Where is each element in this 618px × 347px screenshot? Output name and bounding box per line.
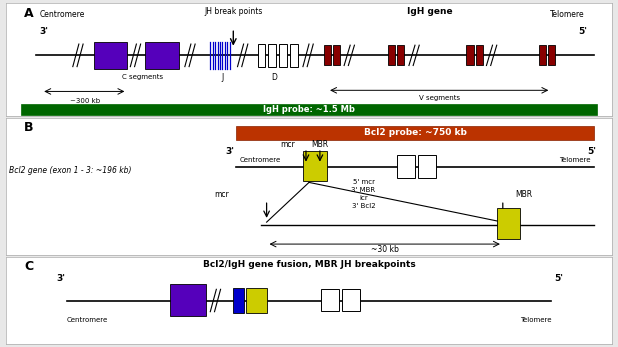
Text: D: D	[271, 73, 277, 82]
Bar	[467, 45, 474, 66]
Text: C: C	[24, 260, 33, 273]
Text: Bcl2 gene (exon 1 - 3: ~196 kb): Bcl2 gene (exon 1 - 3: ~196 kb)	[9, 166, 132, 175]
Text: 3' Bcl2: 3' Bcl2	[352, 203, 375, 210]
Text: Telomere: Telomere	[550, 10, 585, 19]
Text: 3': 3'	[226, 147, 234, 155]
Text: icr: icr	[359, 195, 368, 201]
Text: 5': 5'	[554, 274, 563, 283]
Text: JH break points: JH break points	[204, 7, 263, 16]
Text: ~300 kb: ~300 kb	[70, 98, 100, 104]
Text: C segments: C segments	[122, 74, 163, 80]
Bar	[234, 288, 244, 313]
Bar	[290, 44, 298, 67]
Text: V segments: V segments	[418, 95, 460, 101]
Text: Telomere: Telomere	[559, 157, 591, 163]
Text: IgH gene: IgH gene	[407, 7, 453, 16]
Bar	[333, 45, 341, 66]
Text: mcr: mcr	[214, 190, 229, 199]
Bar	[145, 42, 179, 69]
Text: MBR: MBR	[515, 190, 533, 199]
Text: Centromere: Centromere	[67, 317, 108, 323]
Text: ~30 kb: ~30 kb	[371, 245, 399, 254]
Text: 5' mcr: 5' mcr	[352, 179, 375, 185]
Bar	[342, 289, 360, 311]
Bar	[303, 151, 327, 181]
Bar	[324, 45, 331, 66]
Bar	[397, 45, 404, 66]
Bar	[397, 155, 415, 178]
Bar	[321, 289, 339, 311]
Text: 5': 5'	[588, 147, 597, 155]
Bar	[387, 45, 395, 66]
Bar	[476, 45, 483, 66]
Bar	[236, 126, 594, 140]
Text: Centromere: Centromere	[40, 10, 85, 19]
Text: 3': 3'	[56, 274, 66, 283]
Text: J: J	[222, 73, 224, 82]
Text: MBR: MBR	[311, 140, 328, 149]
Text: mcr: mcr	[281, 140, 295, 149]
Text: Telomere: Telomere	[520, 317, 551, 323]
Text: 3' MBR: 3' MBR	[352, 187, 376, 193]
Bar	[246, 288, 267, 313]
Bar	[170, 284, 206, 316]
Text: 3': 3'	[40, 27, 48, 36]
Bar	[22, 104, 597, 115]
Bar	[258, 44, 265, 67]
Bar	[268, 44, 276, 67]
Text: 5': 5'	[578, 27, 588, 36]
Bar	[539, 45, 546, 66]
Bar	[94, 42, 127, 69]
Text: A: A	[24, 7, 34, 20]
Bar	[279, 44, 287, 67]
Text: Bcl2/IgH gene fusion, MBR JH breakpoints: Bcl2/IgH gene fusion, MBR JH breakpoints	[203, 260, 415, 269]
Bar	[418, 155, 436, 178]
Bar	[548, 45, 556, 66]
Text: IgH probe: ~1.5 Mb: IgH probe: ~1.5 Mb	[263, 105, 355, 114]
Text: Centromere: Centromere	[239, 157, 281, 163]
Bar	[497, 209, 520, 239]
Text: Bcl2 probe: ~750 kb: Bcl2 probe: ~750 kb	[363, 128, 467, 137]
Text: B: B	[24, 121, 34, 134]
